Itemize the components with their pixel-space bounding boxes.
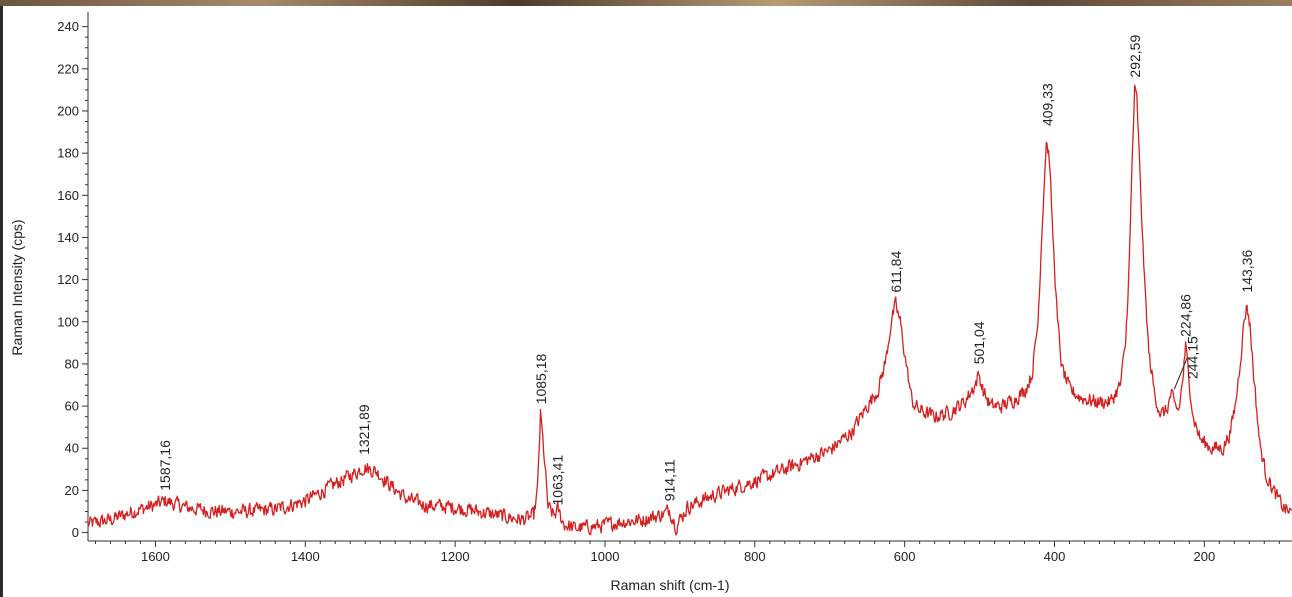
x-tick-label: 1000 [591,549,620,564]
y-tick-label: 120 [57,272,79,287]
peak-leader-line [1173,357,1188,390]
peak-labels: 1587,16 1321,89 1085,18 1063,41 914,11 611,84… [157,35,1255,506]
window-left-border [0,6,3,597]
peak-label: 1587,16 [157,440,173,491]
y-tick-label: 60 [65,399,79,414]
y-tick-label: 240 [57,19,79,34]
spectrum-line [87,84,1292,536]
peak-label: 224,86 [1178,294,1194,337]
y-tick-label: 100 [57,314,79,329]
peak-label: 501,04 [971,321,987,364]
peak-label: 244,15 [1184,336,1200,379]
peak-label: 1321,89 [356,404,372,455]
x-tick-label: 1400 [291,549,320,564]
y-tick-label: 160 [57,188,79,203]
x-tick-label: 400 [1044,549,1066,564]
y-tick-label: 140 [57,230,79,245]
x-tick-label: 1600 [141,549,170,564]
chart-axes [87,12,1292,542]
chart-ticks: 1600 1400 1200 1000 800 600 400 200 0 20 40 60 80 100… [57,19,1280,564]
x-tick-label: 200 [1193,549,1215,564]
chart-series [87,84,1292,536]
peak-label: 292,59 [1127,35,1143,78]
peak-label: 611,84 [888,251,904,293]
x-axis-title: Raman shift (cm-1) [610,577,729,593]
y-tick-label: 80 [65,356,79,371]
peak-label: 1063,41 [549,455,565,506]
y-tick-label: 40 [65,441,79,456]
x-tick-label: 600 [894,549,916,564]
x-tick-label: 1200 [441,549,470,564]
y-axis-title: Raman Intensity (cps) [9,219,25,355]
y-tick-label: 0 [72,525,79,540]
y-tick-label: 200 [57,103,79,118]
x-tick-label: 800 [744,549,766,564]
y-tick-label: 180 [57,146,79,161]
y-tick-label: 220 [57,61,79,76]
peak-label: 1085,18 [533,353,549,404]
peak-label: 914,11 [661,459,677,501]
window-top-border [0,0,1292,6]
y-tick-label: 20 [65,483,79,498]
peak-label: 409,33 [1040,83,1056,126]
peak-label: 143,36 [1239,250,1255,293]
